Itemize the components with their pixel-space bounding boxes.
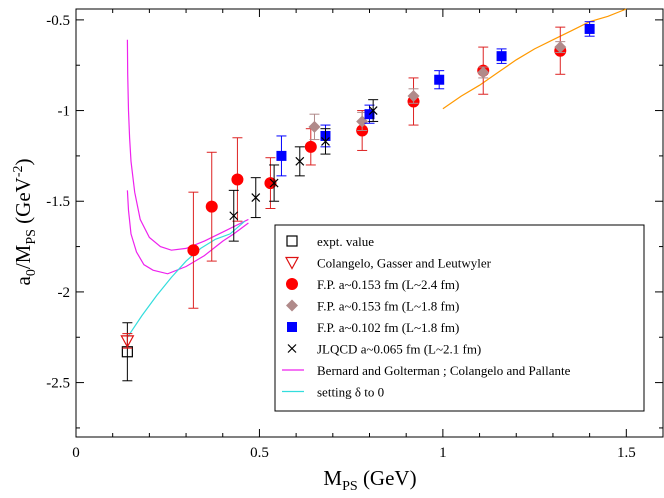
data-marker bbox=[120, 335, 135, 349]
legend-entry: Colangelo, Gasser and Leutwyler bbox=[284, 256, 492, 271]
legend-label: F.P. a~0.153 fm (L~2.4 fm) bbox=[317, 277, 459, 292]
y-tick-label: -0.5 bbox=[46, 13, 70, 29]
data-marker bbox=[407, 90, 420, 103]
tick-layer: 0 0.5 1 1.5 -2.5 -2 -1.5 -1 -0.5 bbox=[46, 9, 663, 461]
data-marker bbox=[321, 136, 330, 146]
legend: expt. value Colangelo, Gasser and Leutwyl… bbox=[274, 224, 645, 412]
data-marker bbox=[276, 150, 287, 161]
series-4-point bbox=[584, 21, 595, 37]
y-axis-title: a0/MPS (GeV-2) bbox=[11, 159, 39, 286]
legend-entry: F.P. a~0.153 fm (L~1.8 fm) bbox=[286, 299, 459, 314]
y-tick-label: -2.5 bbox=[46, 376, 70, 392]
series-5-point bbox=[228, 189, 239, 242]
legend-entry: F.P. a~0.153 fm (L~2.4 fm) bbox=[286, 277, 459, 292]
legend-label: expt. value bbox=[317, 234, 374, 249]
data-marker bbox=[308, 120, 321, 133]
series-6-curve-1 bbox=[126, 190, 249, 275]
data-marker bbox=[496, 51, 507, 62]
points-layer bbox=[120, 21, 595, 382]
data-marker bbox=[554, 41, 567, 54]
legend-marker bbox=[286, 235, 298, 247]
legend-entry: expt. value bbox=[286, 234, 374, 249]
legend-label: F.P. a~0.153 fm (L~1.8 fm) bbox=[317, 299, 459, 314]
legend-label: setting δ to 0 bbox=[317, 385, 384, 400]
legend-label: Bernard and Golterman ; Colangelo and Pa… bbox=[317, 363, 571, 378]
series-5-point bbox=[269, 164, 280, 202]
x-tick-label: 1 bbox=[439, 445, 447, 461]
series-7-curve-0 bbox=[126, 220, 246, 338]
legend-marker bbox=[284, 256, 300, 270]
legend-box bbox=[274, 224, 645, 412]
data-marker bbox=[434, 74, 445, 85]
legend-label: JLQCD a~0.065 fm (L~2.1 fm) bbox=[317, 342, 481, 357]
y-tick-label: -1 bbox=[58, 104, 71, 120]
series-5-point bbox=[294, 146, 305, 177]
series-6-curve-0 bbox=[126, 39, 249, 251]
data-marker bbox=[251, 193, 261, 203]
data-marker bbox=[304, 140, 317, 153]
series-3-point bbox=[308, 113, 321, 141]
legend-entry: Bernard and Golterman ; Colangelo and Pa… bbox=[282, 363, 571, 378]
legend-marker bbox=[286, 278, 298, 290]
series-3-point bbox=[554, 41, 567, 54]
series-2-point bbox=[205, 151, 218, 262]
legend-entry: setting δ to 0 bbox=[282, 385, 384, 400]
legend-label: F.P. a~0.102 fm (L~1.8 fm) bbox=[317, 320, 459, 335]
legend-label: Colangelo, Gasser and Leutwyler bbox=[317, 256, 492, 271]
series-2-point bbox=[264, 157, 277, 209]
series-8-curve-0 bbox=[442, 8, 627, 110]
series-1-point bbox=[120, 333, 135, 349]
legend-marker bbox=[287, 344, 297, 353]
data-marker bbox=[477, 66, 490, 79]
data-marker bbox=[368, 106, 378, 115]
series-5-point bbox=[320, 128, 331, 155]
data-marker bbox=[264, 177, 277, 190]
data-marker bbox=[231, 173, 244, 186]
y-tick-label: -1.5 bbox=[46, 194, 70, 210]
legend-marker bbox=[287, 322, 297, 332]
series-4-point bbox=[496, 48, 507, 64]
series-2-point bbox=[231, 137, 244, 222]
x-tick-label: 0.5 bbox=[250, 445, 269, 461]
data-marker bbox=[269, 178, 279, 188]
series-4-point bbox=[434, 70, 445, 90]
legend-entries: expt. value Colangelo, Gasser and Leutwyl… bbox=[282, 234, 571, 400]
series-0-point bbox=[121, 322, 133, 382]
legend-marker bbox=[286, 299, 298, 312]
series-5-point bbox=[250, 177, 261, 219]
series-4-point bbox=[276, 135, 287, 177]
series-2-point bbox=[304, 128, 317, 166]
series-3-point bbox=[477, 66, 490, 79]
data-marker bbox=[229, 211, 239, 221]
data-marker bbox=[295, 156, 305, 166]
data-marker bbox=[584, 23, 595, 34]
y-tick-label: -2 bbox=[58, 285, 71, 301]
series-3-point bbox=[407, 88, 420, 104]
data-marker bbox=[187, 244, 200, 257]
curves-layer bbox=[126, 8, 627, 338]
x-tick-label: 0 bbox=[72, 445, 80, 461]
series-2-point bbox=[187, 191, 200, 309]
x-axis-title: MPS (GeV) bbox=[323, 466, 416, 494]
legend-entry: F.P. a~0.102 fm (L~1.8 fm) bbox=[287, 320, 459, 335]
x-tick-label: 1.5 bbox=[617, 445, 636, 461]
legend-entry: JLQCD a~0.065 fm (L~2.1 fm) bbox=[287, 342, 481, 357]
series-5-point bbox=[368, 99, 379, 122]
data-marker bbox=[205, 200, 218, 213]
